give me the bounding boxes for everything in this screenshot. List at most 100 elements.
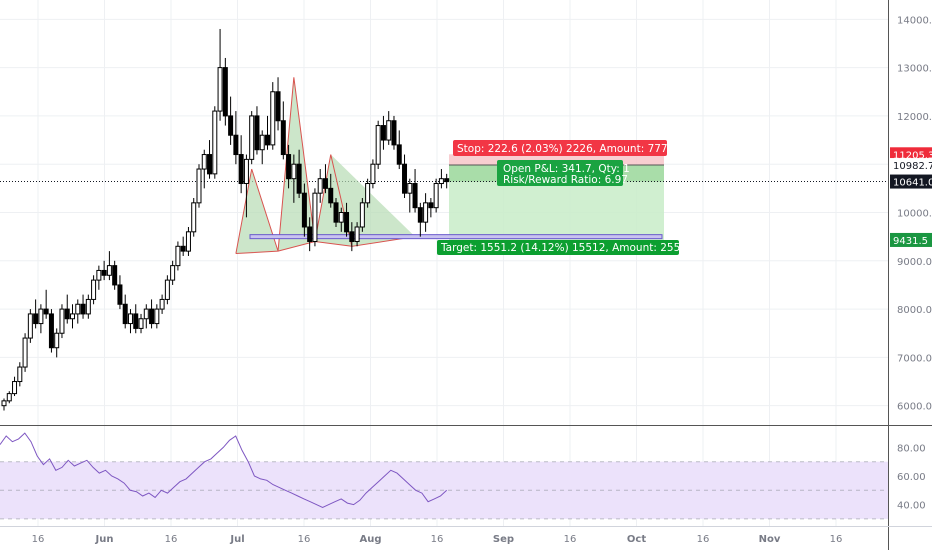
candle-body (359, 202, 365, 228)
rr-label: Risk/Reward Ratio: 6.97 (503, 174, 628, 186)
candle-body (159, 298, 165, 310)
candle-body (180, 245, 186, 252)
position-zones (0, 154, 888, 240)
price-tag: 10641.0 (893, 178, 932, 189)
price-tick-label: 12000.0 (897, 112, 932, 123)
price-tag: 10982.7 (893, 161, 932, 172)
candle-body (301, 192, 307, 228)
pnl-label: Open P&L: 341.7, Qty: 1 (503, 163, 630, 175)
time-tick-label: Aug (359, 534, 381, 545)
candle-body (312, 192, 318, 242)
candle-body (233, 134, 239, 156)
candle-body (249, 115, 255, 160)
time-tick-label: 16 (830, 534, 843, 545)
time-tick-label: Jul (229, 534, 244, 545)
candle-body (143, 308, 149, 320)
candle-body (185, 231, 191, 252)
candle-body (154, 308, 160, 325)
time-tick-label: 16 (32, 534, 45, 545)
candle-body (138, 318, 144, 329)
candle-body (354, 226, 360, 242)
candle-body (80, 303, 86, 315)
neckline[interactable] (249, 234, 663, 240)
candle-body (433, 183, 439, 209)
candle-body (286, 154, 292, 180)
candle-body (70, 313, 76, 320)
candle-body (265, 134, 270, 146)
candle-body (296, 163, 302, 194)
time-tick-label: 16 (165, 534, 178, 545)
candle-body (64, 308, 70, 320)
pnl-label-bg (497, 160, 623, 186)
candle-body (1, 400, 7, 407)
candle-body (17, 366, 23, 383)
time-tick-label: Nov (759, 534, 781, 545)
candle-body (412, 183, 418, 209)
candle-body (38, 308, 44, 325)
candle-body (101, 269, 107, 276)
time-tick-label: 16 (564, 534, 577, 545)
candle-body (270, 91, 276, 146)
pattern-triangle (314, 154, 352, 247)
candle-body (59, 308, 65, 334)
target-label: Target: 1551.2 (14.12%) 15512, Amount: 2… (440, 242, 697, 254)
candle-body (386, 120, 392, 141)
price-axis[interactable]: 6000.07000.08000.09000.010000.011000.012… (897, 15, 932, 511)
candle-body (402, 163, 408, 194)
candle-body (191, 202, 197, 233)
candle-body (328, 187, 334, 204)
price-tag-bg (890, 232, 932, 247)
candle-body (127, 313, 133, 325)
rsi-tick-label: 60.00 (897, 472, 926, 483)
candle-body (391, 120, 397, 146)
stop-label: Stop: 222.6 (2.03%) 2226, Amount: 777.4 (457, 143, 678, 155)
candle-body (280, 120, 286, 156)
candle-body (423, 202, 429, 223)
time-tick-label: Sep (493, 534, 514, 545)
price-tick-label: 13000.0 (897, 64, 932, 75)
candle-body (112, 265, 118, 286)
candle-body (322, 178, 328, 189)
price-tick-label: 7000.0 (897, 353, 932, 364)
price-tag: 11205.3 (893, 150, 932, 161)
candle-body (370, 163, 376, 185)
candle-body (254, 115, 260, 151)
candle-body (333, 202, 339, 223)
candle-body (428, 202, 434, 209)
time-tick-label: Jun (95, 534, 114, 545)
candle-body (212, 110, 218, 175)
candle-body (375, 125, 381, 165)
candle-body (43, 308, 49, 315)
candle-body (444, 178, 450, 183)
candle-body (275, 91, 281, 122)
candle-body (344, 212, 350, 233)
rsi-tick-label: 80.00 (897, 443, 926, 454)
candle-body (217, 67, 223, 112)
position-labels: Stop: 222.6 (2.03%) 2226, Amount: 777.4 T… (437, 140, 697, 255)
candle-body (317, 178, 323, 194)
candle-body (91, 279, 97, 300)
candle-body (396, 144, 402, 165)
candle-body (106, 265, 112, 276)
candles (1, 28, 450, 411)
candle-body (228, 115, 234, 136)
stop-zone[interactable] (449, 154, 664, 166)
price-tag: 9431.5 (893, 236, 928, 247)
candle-body (291, 163, 297, 180)
candle-body (48, 313, 54, 349)
candle-body (27, 313, 33, 339)
candle-body (338, 212, 344, 223)
time-axis[interactable]: 16 Jun 16 Jul 16 Aug 16 Sep 16 Oct 16 Nov 16 (32, 534, 843, 545)
candle-body (196, 168, 202, 204)
target-label-bg (437, 240, 679, 255)
candle-body (417, 207, 423, 223)
candle-body (201, 154, 207, 170)
candle-body (133, 313, 139, 329)
candle-body (407, 183, 413, 194)
stop-label-bg (453, 140, 667, 156)
candle-body (438, 178, 444, 185)
candle-body (170, 265, 176, 281)
